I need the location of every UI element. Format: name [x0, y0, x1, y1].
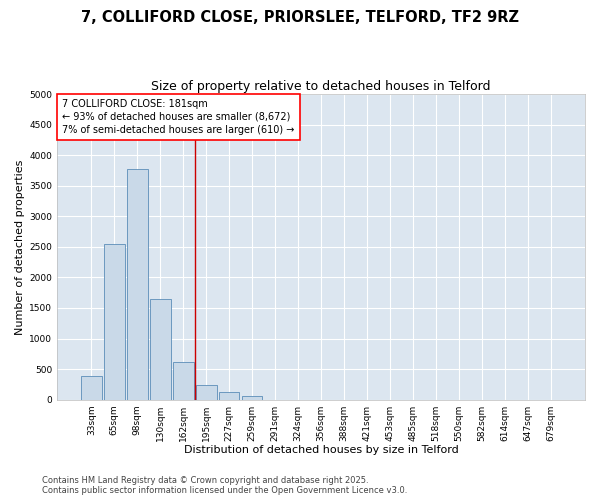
Bar [150, 299, 170, 400]
Bar [81, 376, 101, 400]
Bar [104, 244, 125, 400]
Bar [219, 392, 239, 400]
Bar [173, 362, 194, 400]
Text: Contains HM Land Registry data © Crown copyright and database right 2025.
Contai: Contains HM Land Registry data © Crown c… [42, 476, 407, 495]
Text: 7 COLLIFORD CLOSE: 181sqm
← 93% of detached houses are smaller (8,672)
7% of sem: 7 COLLIFORD CLOSE: 181sqm ← 93% of detac… [62, 98, 295, 135]
Text: 7, COLLIFORD CLOSE, PRIORSLEE, TELFORD, TF2 9RZ: 7, COLLIFORD CLOSE, PRIORSLEE, TELFORD, … [81, 10, 519, 25]
Title: Size of property relative to detached houses in Telford: Size of property relative to detached ho… [151, 80, 491, 93]
Bar [196, 384, 217, 400]
Y-axis label: Number of detached properties: Number of detached properties [15, 159, 25, 334]
Bar [127, 168, 148, 400]
Bar [242, 396, 262, 400]
X-axis label: Distribution of detached houses by size in Telford: Distribution of detached houses by size … [184, 445, 458, 455]
